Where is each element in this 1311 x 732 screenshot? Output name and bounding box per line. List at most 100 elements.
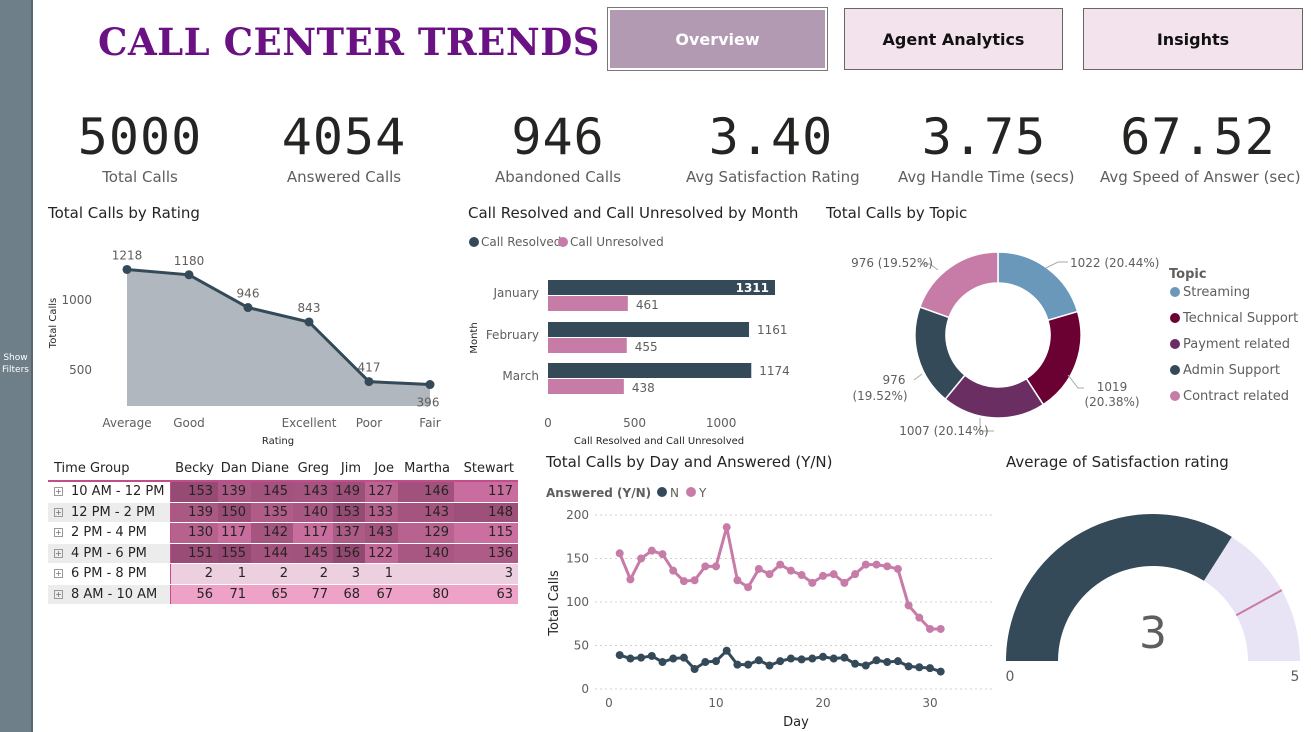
rating-area-chart[interactable]: 1000 500 Total Calls 1218 Average 1180 Good 946…: [40, 228, 460, 450]
show-filters-text: Show: [3, 353, 28, 363]
unresolved-data-label: 461: [636, 298, 659, 312]
month-x-tick: 0: [544, 416, 552, 430]
day-point: [786, 566, 795, 575]
matrix-col-header-agent[interactable]: Becky: [170, 456, 218, 482]
matrix-cell: 3: [454, 563, 518, 585]
matrix-cell: 56: [170, 584, 218, 605]
matrix-col-header-agent[interactable]: Joe: [365, 456, 398, 482]
gauge-value-arc: [1006, 514, 1232, 661]
legend-resolved-marker: [469, 237, 479, 247]
day-point: [690, 576, 699, 585]
kpi-value: 4054: [281, 108, 407, 166]
matrix-row-header: +4 PM - 6 PM: [48, 543, 171, 564]
expand-row-icon[interactable]: +: [54, 548, 63, 558]
time-group-matrix: Time Group Becky Dan Diane Greg Jim Joe Martha S…: [48, 456, 518, 605]
day-point: [936, 624, 945, 633]
matrix-col-header-agent[interactable]: Dan: [218, 456, 251, 482]
matrix-col-header-time-group[interactable]: Time Group: [48, 456, 170, 482]
topic-donut-chart[interactable]: 1022 (20.44%) 1019(20.38%) 1007 (20.14%) 97…: [820, 228, 1308, 450]
matrix-cell: 148: [454, 502, 518, 523]
day-x-tick: 10: [708, 696, 723, 710]
expand-row-icon[interactable]: +: [54, 569, 63, 579]
rating-series-line: [126, 267, 431, 387]
day-point: [819, 652, 827, 661]
matrix-cell: 117: [218, 522, 251, 544]
resolved-data-label: 1174: [759, 364, 790, 378]
matrix-cell: 80: [398, 584, 454, 605]
day-point: [786, 654, 795, 663]
month-y-axis-label: Month: [469, 322, 480, 353]
matrix-cell: 2: [170, 563, 218, 585]
day-y-tick: 150: [566, 552, 589, 566]
rating-area-fill: [127, 269, 430, 406]
day-point: [851, 659, 860, 668]
rating-data-label: 396: [417, 396, 440, 410]
rating-x-axis-label: Rating: [262, 436, 294, 447]
expand-row-icon[interactable]: +: [54, 487, 63, 497]
month-x-axis-label: Call Resolved and Call Unresolved: [574, 436, 744, 447]
day-point: [679, 577, 688, 586]
day-point: [926, 664, 934, 673]
matrix-cell: 122: [365, 543, 398, 564]
kpi-label: Abandoned Calls: [494, 168, 622, 186]
legend-y-marker: [686, 487, 696, 497]
matrix-cell: 1: [365, 563, 398, 585]
day-point: [744, 660, 753, 669]
nav-insights-button[interactable]: Insights: [1083, 8, 1303, 70]
matrix-col-header-agent[interactable]: Greg: [293, 456, 333, 482]
show-filters-label[interactable]: Show Filters: [0, 352, 31, 376]
topic-legend-marker: [1170, 339, 1180, 349]
gauge-title: Average of Satisfaction rating: [1006, 453, 1229, 471]
legend-y-label: Y: [698, 486, 707, 500]
kpi-value: 946: [511, 108, 605, 166]
topic-legend-marker: [1170, 287, 1180, 297]
topic-data-label: 976: [883, 373, 906, 387]
unresolved-data-label: 438: [632, 381, 655, 395]
matrix-cell: 140: [398, 543, 454, 564]
time-group-label: 10 AM - 12 PM: [71, 484, 165, 500]
matrix-cell: 117: [454, 481, 518, 503]
day-point: [765, 661, 774, 670]
rating-data-label: 843: [298, 301, 321, 315]
kpi-avg-speed-of-answer: 67.52 Avg Speed of Answer (sec): [1100, 104, 1301, 186]
day-y-tick: 200: [566, 508, 589, 522]
time-group-label: 12 PM - 2 PM: [71, 504, 156, 520]
nav-overview-button[interactable]: Overview: [608, 8, 827, 70]
matrix-cell: 143: [293, 481, 333, 503]
topic-data-label: 1022 (20.44%): [1070, 256, 1159, 270]
expand-row-icon[interactable]: +: [54, 589, 63, 599]
matrix-col-header-agent[interactable]: Martha: [398, 456, 454, 482]
legend-n-label: N: [670, 486, 679, 500]
expand-row-icon[interactable]: +: [54, 507, 63, 517]
day-point: [679, 653, 688, 662]
day-point: [851, 570, 860, 579]
matrix-col-header-agent[interactable]: Stewart: [454, 456, 518, 482]
matrix-cell: 137: [333, 522, 365, 544]
kpi-value: 3.75: [921, 108, 1047, 166]
matrix-col-header-agent[interactable]: Jim: [333, 456, 365, 482]
show-filters-pane[interactable]: Show Filters: [0, 0, 33, 732]
unresolved-bar: [548, 296, 628, 311]
topic-leader-line: [1045, 261, 1068, 269]
day-point: [861, 661, 870, 670]
matrix-col-header-agent[interactable]: Diane: [251, 456, 293, 482]
day-point: [733, 660, 742, 669]
day-line-chart[interactable]: Answered (Y/N) N Y 0 50 100 150 200 0 10 20 30 Day To…: [540, 478, 995, 732]
topic-data-label: (19.52%): [852, 389, 907, 403]
month-bar-chart[interactable]: Call Resolved Call Unresolved January 1311 4…: [462, 228, 802, 450]
day-point: [754, 656, 763, 665]
expand-row-icon[interactable]: +: [54, 528, 63, 538]
day-chart-title: Total Calls by Day and Answered (Y/N): [546, 453, 833, 471]
day-point: [840, 578, 849, 587]
day-point: [893, 564, 902, 573]
satisfaction-gauge[interactable]: 3 0 5: [995, 478, 1308, 732]
matrix-cell: 129: [398, 522, 454, 544]
day-point: [712, 657, 720, 666]
rating-point: [364, 377, 374, 387]
topic-data-label: 1019: [1097, 380, 1128, 394]
gauge-min-label: 0: [1006, 669, 1015, 685]
topic-legend-label: Contract related: [1183, 389, 1289, 404]
nav-agent-analytics-button[interactable]: Agent Analytics: [844, 8, 1063, 70]
matrix-cell: 156: [333, 543, 365, 564]
gauge-max-label: 5: [1291, 669, 1300, 685]
